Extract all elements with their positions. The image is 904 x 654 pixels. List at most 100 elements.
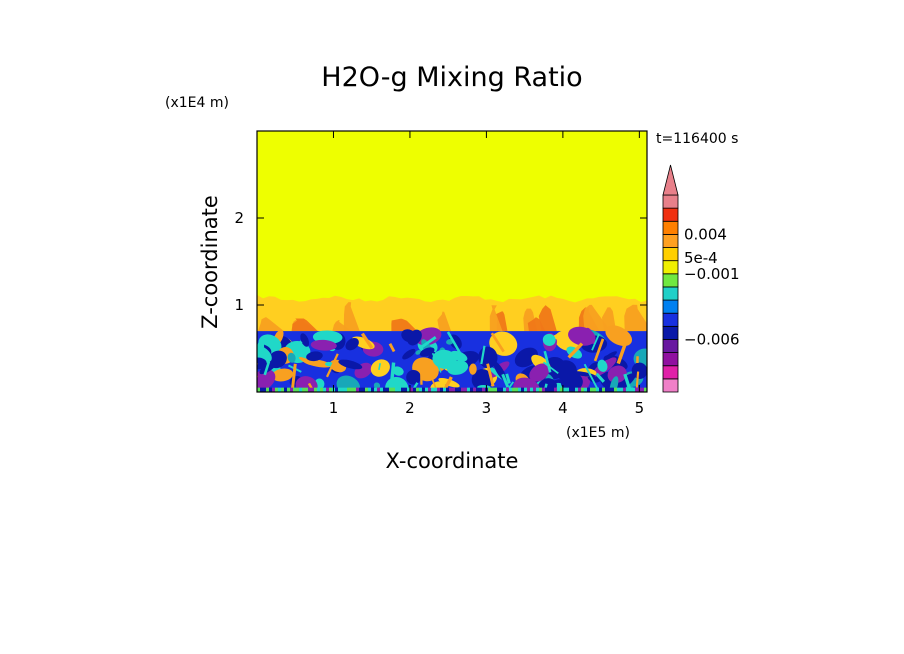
turbulence-streak bbox=[307, 382, 316, 392]
surface-cell bbox=[539, 387, 542, 392]
x-unit-label: (x1E5 m) bbox=[566, 425, 630, 441]
turbulence-streak bbox=[378, 363, 381, 371]
surface-cell bbox=[581, 387, 584, 392]
surface-cell bbox=[614, 387, 617, 392]
surface-cell bbox=[371, 387, 374, 392]
turbulence-streak bbox=[435, 390, 438, 392]
surface-cell bbox=[605, 387, 608, 392]
surface-cell bbox=[536, 387, 539, 392]
surface-cell bbox=[608, 387, 611, 392]
surface-cell bbox=[503, 387, 506, 392]
turbulence-blob bbox=[338, 359, 363, 370]
plot-area bbox=[257, 131, 647, 392]
surface-cell bbox=[500, 387, 503, 392]
turbulence-blob bbox=[300, 333, 310, 347]
surface-cell bbox=[464, 387, 467, 392]
turbulence-streak bbox=[593, 338, 605, 362]
surface-cell bbox=[386, 387, 389, 392]
turbulence-blob bbox=[604, 351, 617, 361]
turbulence-blob bbox=[471, 369, 493, 391]
colorbar-level bbox=[662, 286, 679, 301]
surface-cell bbox=[509, 387, 512, 392]
surface-cell bbox=[314, 387, 317, 392]
surface-cell bbox=[335, 387, 338, 392]
surface-cell bbox=[602, 387, 605, 392]
plume-shape bbox=[601, 307, 617, 332]
plume-shape bbox=[437, 311, 452, 332]
surface-cell bbox=[434, 387, 437, 392]
surface-cell bbox=[398, 387, 401, 392]
colorbar-label: −0.001 bbox=[684, 265, 740, 283]
turbulence-blob bbox=[392, 366, 404, 376]
turbulence-blob bbox=[306, 351, 323, 362]
surface-cell bbox=[266, 387, 269, 392]
surface-cell bbox=[317, 387, 320, 392]
surface-cell bbox=[326, 387, 329, 392]
surface-cell bbox=[518, 387, 521, 392]
y-tick-label: 2 bbox=[234, 209, 244, 227]
surface-cell bbox=[308, 387, 311, 392]
surface-cell bbox=[350, 387, 353, 392]
colorbar-level bbox=[662, 365, 679, 380]
surface-cell bbox=[491, 387, 494, 392]
turbulence-streak bbox=[501, 373, 510, 388]
turbulence-streak bbox=[486, 363, 495, 387]
turbulence-blob bbox=[373, 382, 381, 389]
surface-cell bbox=[275, 387, 278, 392]
surface-cell bbox=[374, 387, 377, 392]
surface-cell bbox=[458, 387, 461, 392]
surface-cell bbox=[578, 387, 581, 392]
colorbar-level bbox=[662, 194, 679, 209]
surface-cell bbox=[422, 387, 425, 392]
surface-cell bbox=[263, 387, 266, 392]
turbulence-streak bbox=[446, 331, 463, 357]
surface-cell bbox=[590, 387, 593, 392]
surface-cell bbox=[575, 387, 578, 392]
x-tick-label: 3 bbox=[482, 399, 492, 417]
surface-cell bbox=[305, 387, 308, 392]
colorbar-level bbox=[662, 378, 679, 393]
surface-cell bbox=[362, 387, 365, 392]
surface-cell bbox=[410, 387, 413, 392]
surface-cell bbox=[428, 387, 431, 392]
surface-cell bbox=[644, 387, 647, 392]
colorbar-level bbox=[662, 325, 679, 340]
surface-cell bbox=[623, 387, 626, 392]
surface-cell bbox=[392, 387, 395, 392]
surface-cell bbox=[635, 387, 638, 392]
turbulence-blob bbox=[257, 340, 265, 354]
turbulence-blob bbox=[257, 369, 276, 392]
surface-cell bbox=[524, 387, 527, 392]
surface-cell bbox=[632, 387, 635, 392]
turbulence-streak bbox=[388, 343, 396, 353]
surface-cell bbox=[563, 387, 566, 392]
surface-cell bbox=[599, 387, 602, 392]
plume-shape bbox=[624, 304, 647, 332]
surface-cell bbox=[488, 387, 491, 392]
surface-cell bbox=[629, 387, 632, 392]
plume-shape bbox=[257, 317, 284, 332]
surface-cell bbox=[287, 387, 290, 392]
surface-cell bbox=[626, 387, 629, 392]
turbulence-streak bbox=[410, 382, 419, 392]
surface-cell bbox=[269, 387, 272, 392]
turbulence-streak bbox=[490, 332, 505, 353]
surface-cell bbox=[473, 387, 476, 392]
colorbar-label: 0.004 bbox=[684, 225, 727, 243]
turbulence-streak bbox=[257, 362, 259, 366]
surface-cell bbox=[347, 387, 350, 392]
turbulence-streak bbox=[480, 345, 486, 365]
colorbar-level bbox=[662, 352, 679, 367]
surface-cell bbox=[416, 387, 419, 392]
surface-cell bbox=[413, 387, 416, 392]
turbulence-blob bbox=[597, 359, 608, 372]
turbulence-streak bbox=[567, 342, 584, 359]
turbulence-blob bbox=[271, 368, 294, 382]
turbulence-blob bbox=[370, 359, 390, 377]
surface-cell bbox=[560, 387, 563, 392]
turbulence-blob bbox=[570, 371, 596, 377]
plume-shape bbox=[343, 302, 360, 332]
turbulence-blob bbox=[259, 359, 278, 375]
colorbar-level bbox=[662, 312, 679, 327]
surface-cell bbox=[455, 387, 458, 392]
